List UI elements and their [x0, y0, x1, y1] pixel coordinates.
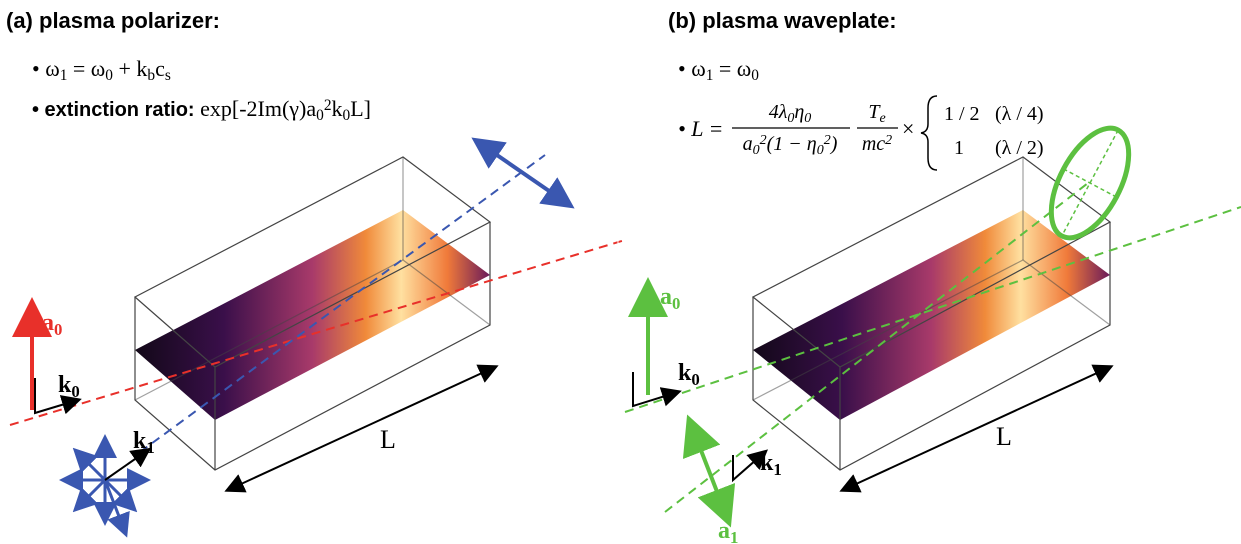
- brace: [920, 95, 938, 171]
- beam-k0: [9, 239, 626, 426]
- superscript: 2: [885, 133, 892, 148]
- text-run: T: [868, 101, 881, 123]
- superscript: 2: [324, 97, 332, 114]
- subscript: 1: [706, 67, 714, 84]
- text-run: • ω: [32, 56, 60, 81]
- text-run: k: [678, 360, 692, 386]
- subscript: 0: [316, 107, 324, 124]
- label: k0: [58, 372, 80, 401]
- unpolarized-star: [59, 434, 151, 538]
- text-run: η: [794, 101, 804, 123]
- subscript: s: [165, 67, 171, 84]
- subscript: 1: [146, 438, 154, 457]
- label: a0: [660, 284, 680, 313]
- panel-title: (b) plasma waveplate:: [668, 8, 897, 33]
- subscript: b: [147, 67, 155, 84]
- text-run: exp[-2Im(γ)a: [200, 96, 316, 121]
- formula: • ω1 = ω0 + kbcs: [32, 56, 171, 84]
- formula: • L =: [678, 116, 723, 141]
- a1-arrow: [682, 414, 736, 528]
- panel-b: (b) plasma waveplate: • ω1 = ω0 • L = 4λ…: [624, 8, 1241, 544]
- text-run: a: [718, 518, 730, 544]
- text-run: (1 − η: [767, 133, 817, 155]
- panel-a: (a) plasma polarizer: • ω1 = ω0 + kbcs •…: [6, 8, 626, 538]
- text-run: k: [332, 96, 343, 121]
- subscript: 0: [804, 111, 811, 126]
- subscript: 1: [730, 528, 738, 544]
- subscript: 0: [751, 67, 759, 84]
- subscript: 0: [54, 320, 62, 339]
- text-run: = ω: [67, 56, 105, 81]
- subscript: 0: [753, 143, 760, 158]
- text-run: k: [760, 450, 774, 476]
- k0-axes: [34, 378, 82, 415]
- label: k1: [760, 450, 782, 479]
- length-arrow: [224, 364, 499, 493]
- text-run: • extinction ratio:: [32, 99, 200, 121]
- label: k1: [133, 428, 155, 457]
- text-run: a: [660, 284, 672, 310]
- formula: (λ / 4): [995, 103, 1044, 125]
- subscript: 0: [787, 111, 794, 126]
- text-run: ): [830, 133, 838, 155]
- subscript: 1: [773, 460, 781, 479]
- formula: 4λ0η0: [769, 101, 812, 126]
- text-run: c: [155, 56, 165, 81]
- superscript: 2: [824, 133, 831, 148]
- text-run: mc: [862, 133, 885, 155]
- panel-title: (a) plasma polarizer:: [6, 8, 220, 33]
- formula: mc2: [862, 133, 892, 155]
- label: a1: [718, 518, 738, 544]
- text-run: k: [58, 372, 72, 398]
- length-arrow: [839, 364, 1114, 493]
- subscript: 1: [60, 67, 68, 84]
- text-run: • ω: [678, 56, 706, 81]
- label: L: [996, 422, 1012, 451]
- label: k0: [678, 360, 700, 389]
- formula: (λ / 2): [995, 137, 1044, 159]
- subscript: 0: [343, 107, 351, 124]
- formula: • ω1 = ω0: [678, 56, 759, 84]
- text-run: L]: [350, 96, 371, 121]
- superscript: 2: [760, 133, 767, 148]
- beam-k1: [139, 154, 546, 453]
- beam-k0: [624, 206, 1241, 413]
- k1-axes: [732, 449, 769, 483]
- polarization-ellipse: [1048, 125, 1132, 241]
- text-run: a: [42, 310, 54, 336]
- formula: ×: [902, 116, 914, 141]
- formula: Te: [868, 101, 885, 126]
- label: L: [380, 425, 396, 454]
- subscript: 0: [817, 143, 824, 158]
- text-run: a: [743, 133, 753, 155]
- subscript: 0: [105, 67, 113, 84]
- formula: 1 / 2: [944, 103, 980, 125]
- subscript: e: [879, 111, 885, 126]
- box: [133, 156, 492, 471]
- polarization-arrow: [471, 137, 575, 209]
- k0-axes: [632, 372, 682, 408]
- subscript: 0: [691, 370, 699, 389]
- formula: 1: [954, 137, 964, 159]
- text-run: = ω: [713, 56, 751, 81]
- subscript: 0: [71, 382, 79, 401]
- plasma-sheet: [753, 210, 1110, 420]
- text-run: k: [133, 428, 147, 454]
- text-run: 4λ: [769, 101, 788, 123]
- formula: • extinction ratio: exp[-2Im(γ)a02k0L]: [32, 96, 371, 124]
- text-run: + k: [113, 56, 147, 81]
- label: a0: [42, 310, 62, 339]
- formula: a02(1 − η02): [743, 133, 838, 158]
- subscript: 0: [672, 294, 680, 313]
- k1-arrow: [104, 447, 152, 481]
